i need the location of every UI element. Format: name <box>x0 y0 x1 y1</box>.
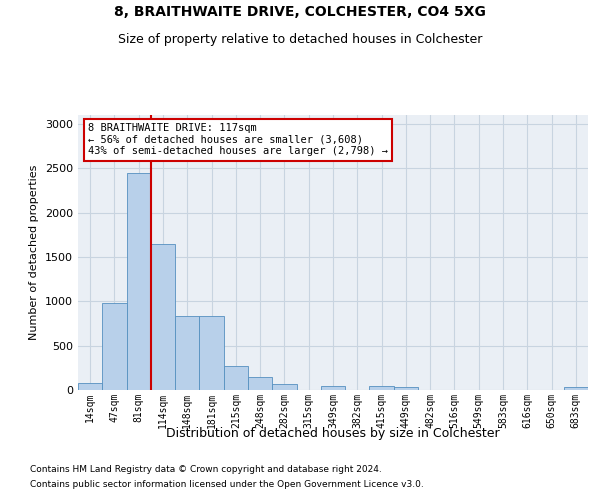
Bar <box>127 172 151 390</box>
Bar <box>321 386 345 390</box>
Bar <box>151 244 175 390</box>
Text: Contains HM Land Registry data © Crown copyright and database right 2024.: Contains HM Land Registry data © Crown c… <box>30 465 382 474</box>
Bar <box>394 388 418 390</box>
Bar <box>199 316 224 390</box>
Bar <box>272 384 296 390</box>
Text: 8 BRAITHWAITE DRIVE: 117sqm
← 56% of detached houses are smaller (3,608)
43% of : 8 BRAITHWAITE DRIVE: 117sqm ← 56% of det… <box>88 123 388 156</box>
Text: Contains public sector information licensed under the Open Government Licence v3: Contains public sector information licen… <box>30 480 424 489</box>
Text: 8, BRAITHWAITE DRIVE, COLCHESTER, CO4 5XG: 8, BRAITHWAITE DRIVE, COLCHESTER, CO4 5X… <box>114 5 486 19</box>
Bar <box>370 386 394 390</box>
Text: Size of property relative to detached houses in Colchester: Size of property relative to detached ho… <box>118 32 482 46</box>
Y-axis label: Number of detached properties: Number of detached properties <box>29 165 40 340</box>
Bar <box>102 302 127 390</box>
Bar <box>78 384 102 390</box>
Bar <box>175 316 199 390</box>
Text: Distribution of detached houses by size in Colchester: Distribution of detached houses by size … <box>166 428 500 440</box>
Bar <box>564 388 588 390</box>
Bar <box>248 377 272 390</box>
Bar <box>224 366 248 390</box>
